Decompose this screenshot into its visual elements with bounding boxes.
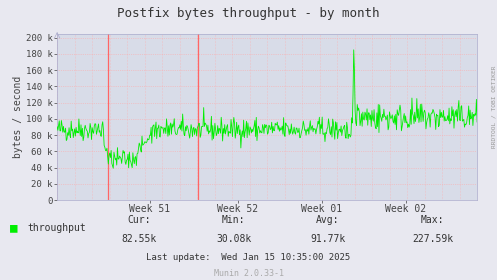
Text: throughput: throughput <box>27 223 86 233</box>
Text: 227.59k: 227.59k <box>412 234 453 244</box>
Text: Cur:: Cur: <box>127 215 151 225</box>
Text: Max:: Max: <box>420 215 444 225</box>
Text: 82.55k: 82.55k <box>122 234 157 244</box>
Text: Last update:  Wed Jan 15 10:35:00 2025: Last update: Wed Jan 15 10:35:00 2025 <box>147 253 350 262</box>
Text: RRDTOOL / TOBI OETIKER: RRDTOOL / TOBI OETIKER <box>491 65 496 148</box>
Text: Munin 2.0.33-1: Munin 2.0.33-1 <box>214 269 283 278</box>
Text: 30.08k: 30.08k <box>216 234 251 244</box>
Text: Min:: Min: <box>222 215 246 225</box>
Text: Postfix bytes throughput - by month: Postfix bytes throughput - by month <box>117 7 380 20</box>
Y-axis label: bytes / second: bytes / second <box>13 76 23 158</box>
Text: ■: ■ <box>10 222 17 235</box>
Text: Avg:: Avg: <box>316 215 340 225</box>
Text: 91.77k: 91.77k <box>311 234 345 244</box>
